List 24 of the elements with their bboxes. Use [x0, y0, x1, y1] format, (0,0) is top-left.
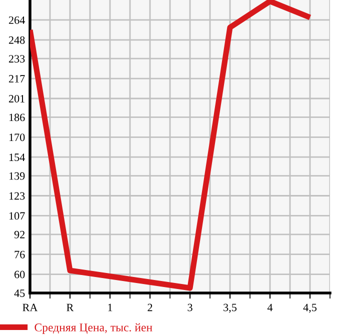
x-tick-label: R [66, 304, 74, 312]
x-tick-label: 3,5 [224, 304, 237, 313]
y-tick-label: 139 [9, 172, 25, 180]
y-tick-label: 201 [8, 94, 24, 102]
y-tick-label: 45 [14, 290, 25, 297]
x-tick-label: 3 [188, 304, 192, 312]
y-tick-label: 154 [9, 154, 25, 162]
x-tick-label: 4 [267, 304, 273, 312]
y-tick-label: 123 [9, 192, 25, 200]
x-tick-label: 1 [108, 304, 112, 312]
y-tick-label: 107 [9, 212, 25, 220]
y-tick-label: 217 [8, 75, 25, 82]
legend-label: Средняя Цена, тыс. йен [34, 323, 152, 334]
y-tick-label: 186 [9, 114, 25, 122]
x-tick-label: 2 [148, 304, 152, 312]
y-tick-label: 76 [14, 250, 25, 258]
y-tick-label: 60 [14, 270, 25, 278]
y-tick-label: 264 [8, 16, 25, 24]
x-tick-label: 4,5 [303, 304, 317, 313]
y-tick-label: 92 [14, 230, 25, 238]
y-tick-label: 248 [8, 36, 25, 44]
x-tick-label: RA [22, 304, 38, 312]
y-tick-label: 170 [9, 134, 25, 142]
y-tick-label: 233 [8, 55, 25, 63]
